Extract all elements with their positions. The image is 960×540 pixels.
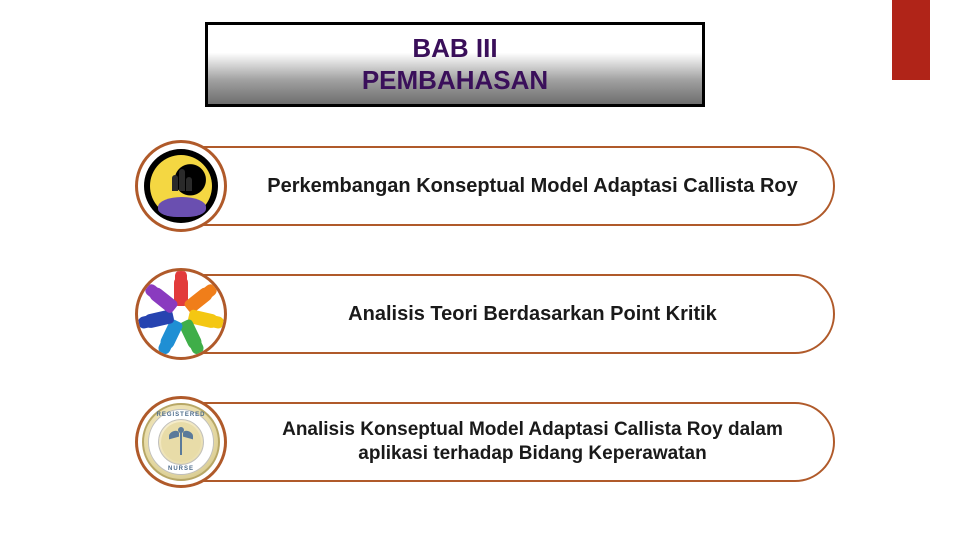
accent-bar [892,0,930,80]
nurse-pin-icon: REGISTERED NURSE [135,396,227,488]
title-line-1: BAB III [412,33,497,64]
item-text: Analisis Konseptual Model Adaptasi Calli… [262,418,803,466]
list-item: Analisis Konseptual Model Adaptasi Calli… [135,396,835,488]
family-crescent-icon [135,140,227,232]
title-box: BAB III PEMBAHASAN [205,22,705,107]
item-text: Perkembangan Konseptual Model Adaptasi C… [267,174,798,199]
ring-text-bottom: NURSE [168,466,194,472]
item-text: Analisis Teori Berdasarkan Point Kritik [348,302,717,327]
title-line-2: PEMBAHASAN [362,65,548,96]
item-pill: Perkembangan Konseptual Model Adaptasi C… [165,146,835,226]
ring-text-top: REGISTERED [156,412,205,418]
list-item: Analisis Teori Berdasarkan Point Kritik [135,268,835,360]
item-pill: Analisis Teori Berdasarkan Point Kritik [165,274,835,354]
list-item: Perkembangan Konseptual Model Adaptasi C… [135,140,835,232]
item-pill: Analisis Konseptual Model Adaptasi Calli… [165,402,835,482]
color-hands-icon [135,268,227,360]
